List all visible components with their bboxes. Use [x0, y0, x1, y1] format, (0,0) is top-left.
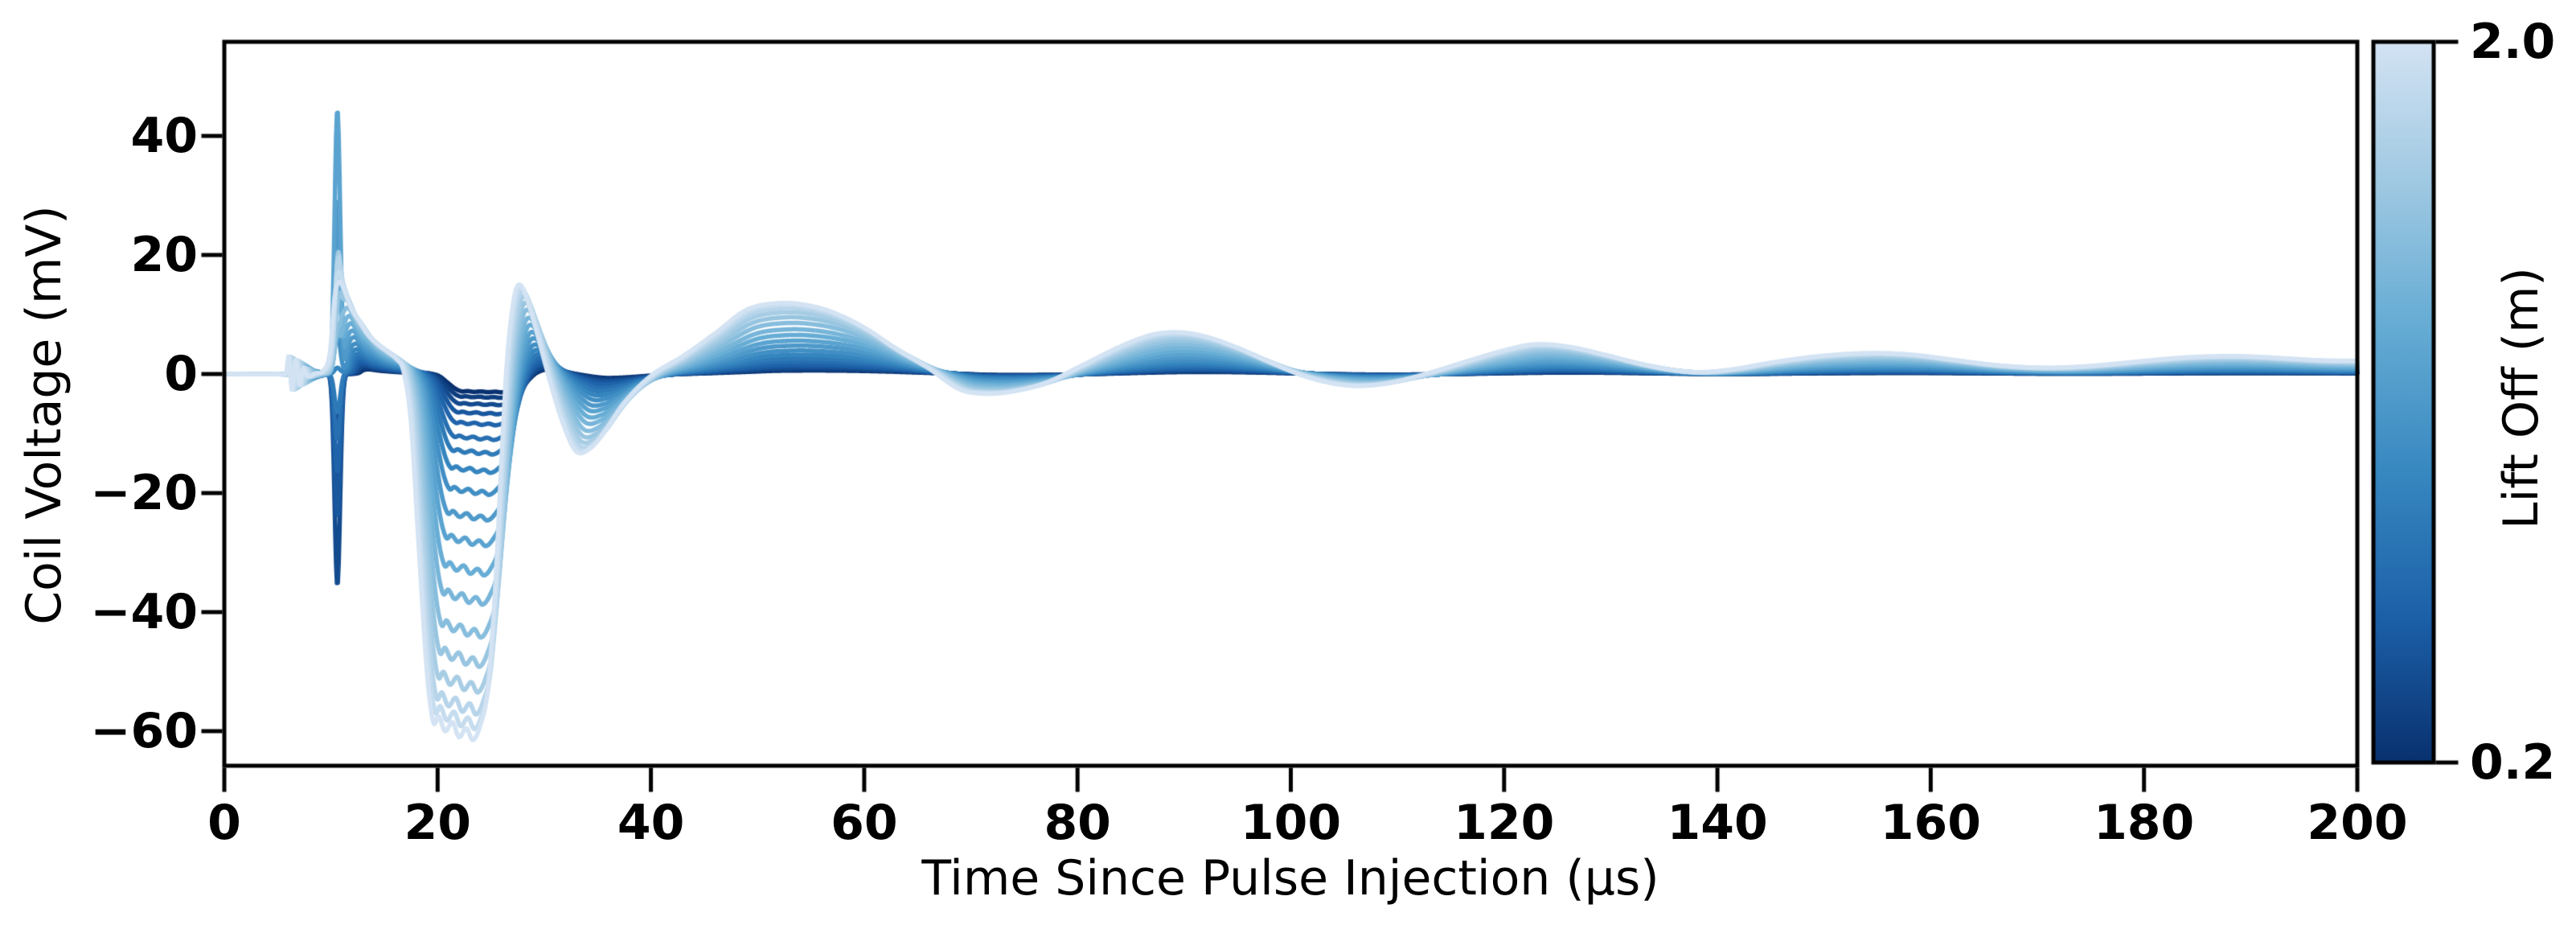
x-tick-label: 40 — [617, 795, 685, 851]
x-tick-label: 120 — [1454, 795, 1555, 851]
x-tick-label: 200 — [2307, 795, 2408, 851]
y-tick-label: −40 — [90, 584, 198, 640]
y-tick-label: −60 — [90, 703, 198, 759]
colorbar-min-tick-label: 0.2 — [2470, 734, 2556, 791]
x-tick-label: 100 — [1240, 795, 1342, 851]
x-tick-label: 20 — [404, 795, 472, 851]
x-axis-label: Time Since Pulse Injection (μs) — [921, 850, 1659, 906]
x-tick-label: 80 — [1044, 795, 1111, 851]
y-tick-label: −20 — [90, 465, 198, 521]
y-tick-label: 0 — [164, 346, 198, 402]
x-tick-label: 60 — [831, 795, 898, 851]
x-tick-label: 0 — [207, 795, 241, 851]
x-tick-label: 180 — [2094, 795, 2195, 851]
colorbar-label: Lift Off (m) — [2493, 267, 2549, 529]
x-tick-label: 140 — [1667, 795, 1768, 851]
y-tick-label: 20 — [130, 227, 199, 283]
y-tick-label: 40 — [130, 108, 199, 164]
x-tick-label: 160 — [1880, 795, 1982, 851]
y-axis-label: Coil Voltage (mV) — [16, 205, 72, 625]
colorbar-max-tick-label: 2.0 — [2470, 14, 2556, 70]
